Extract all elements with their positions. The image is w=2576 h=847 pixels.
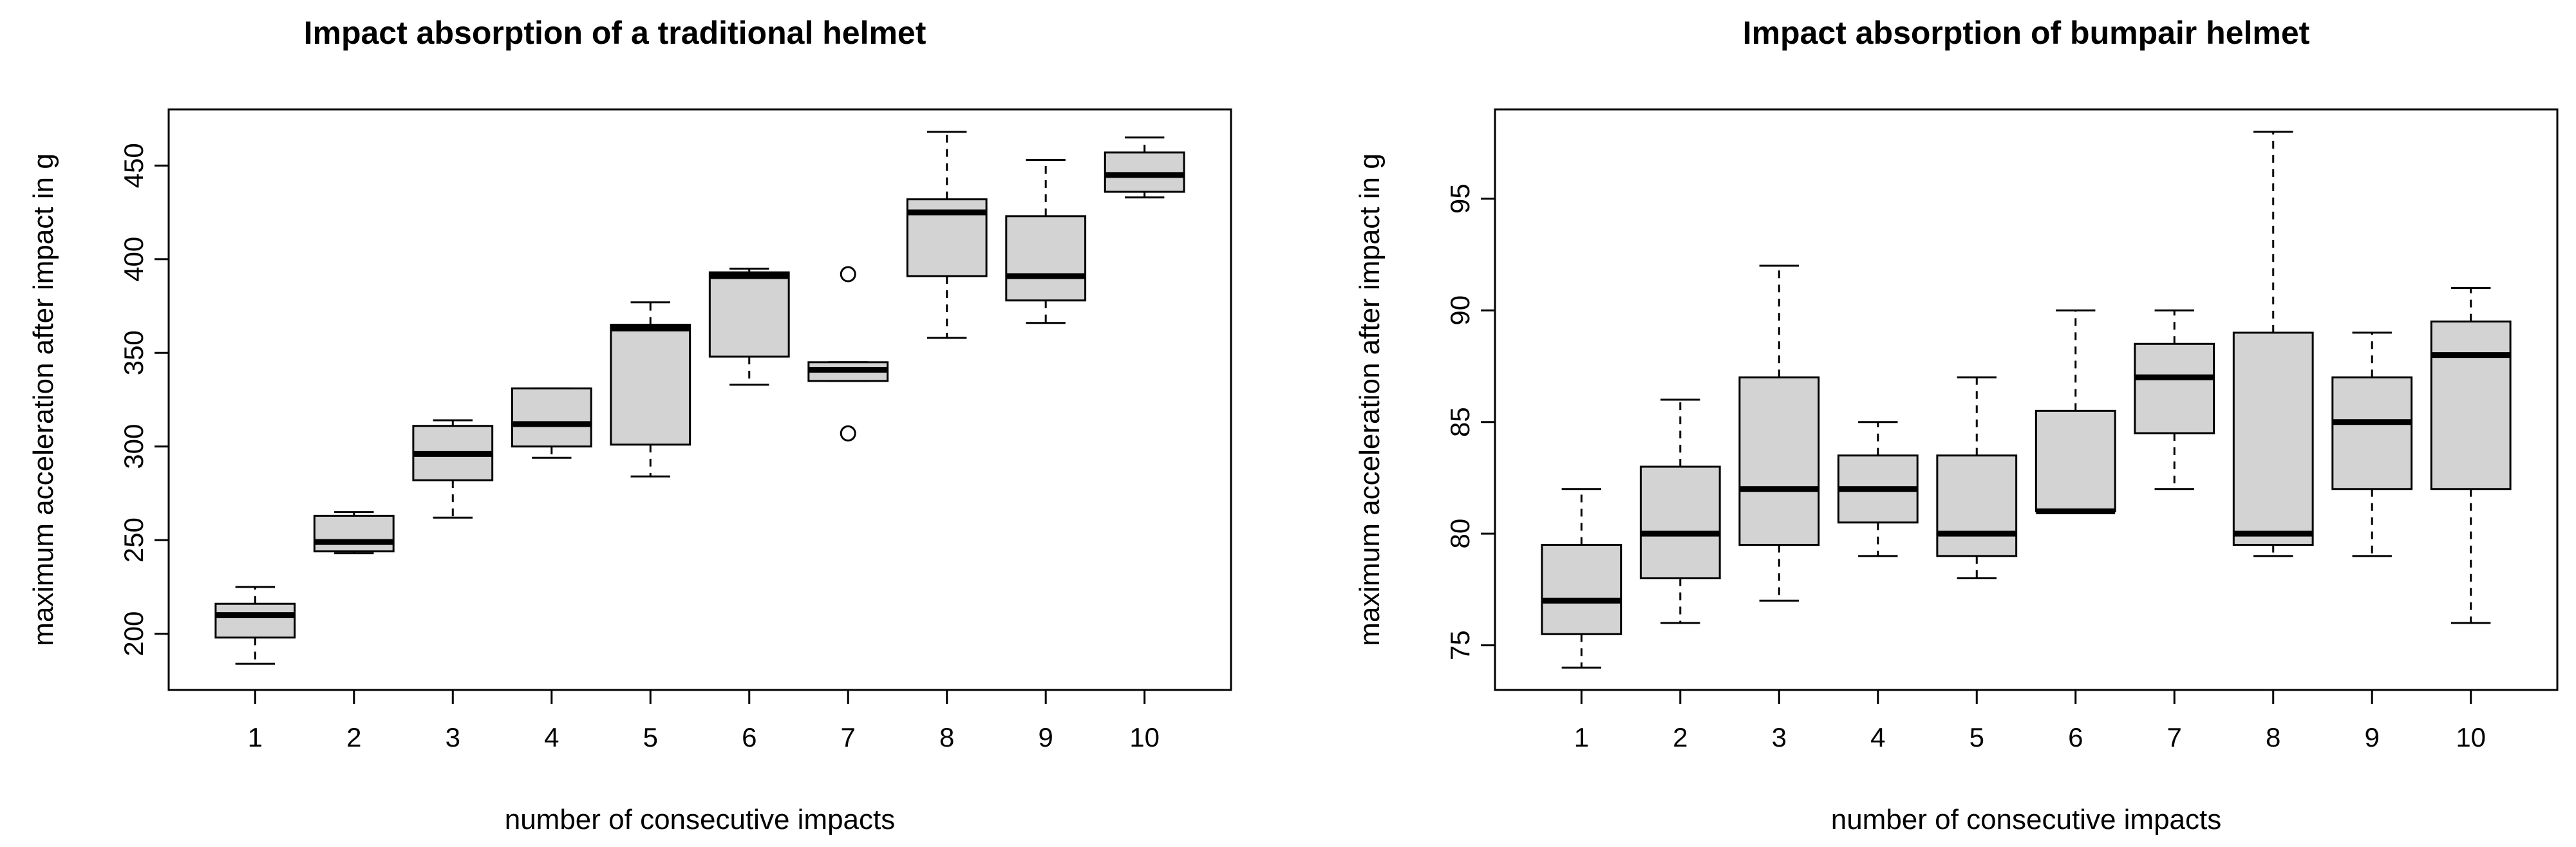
x-tick-label: 7: [841, 722, 856, 752]
x-tick-label: 9: [1039, 722, 1053, 752]
x-tick-label: 7: [2167, 722, 2182, 752]
box-3: [1738, 265, 1820, 602]
x-tick-label: 3: [1772, 722, 1787, 752]
x-axis-label: number of consecutive impacts: [1831, 804, 2222, 835]
box-7: [2134, 309, 2215, 490]
outlier-point: [840, 266, 856, 283]
iqr-box: [2430, 321, 2512, 490]
x-tick-label: 2: [1673, 722, 1688, 752]
box-4: [511, 387, 592, 459]
y-tick-label: 250: [118, 517, 149, 563]
x-tick-label: 3: [446, 722, 460, 752]
box-series: [214, 131, 1185, 665]
x-tick-label: 2: [346, 722, 361, 752]
x-tick-label: 5: [643, 722, 658, 752]
chart-traditional-helmet: Impact absorption of a traditional helme…: [28, 15, 1232, 835]
iqr-box: [313, 514, 395, 553]
box-2: [313, 511, 395, 555]
iqr-box: [1738, 376, 1820, 546]
iqr-box: [511, 387, 592, 448]
y-axis-label: maximum acceleration after impact in g: [1354, 153, 1386, 646]
x-axis: 1 2 3 4 5 6 7 8 9 10: [1574, 690, 2486, 752]
x-axis: 1 2 3 4 5 6 7 8 9 10: [248, 690, 1160, 752]
x-tick-label: 10: [1129, 722, 1160, 752]
box-6: [708, 267, 790, 386]
x-tick-label: 8: [2266, 722, 2280, 752]
box-9: [1005, 159, 1087, 324]
box-8: [906, 131, 988, 339]
y-tick-label: 85: [1445, 407, 1475, 437]
box-1: [214, 586, 296, 665]
y-tick-label: 95: [1445, 183, 1475, 214]
iqr-box: [2331, 376, 2413, 490]
y-tick-label: 300: [118, 424, 149, 469]
plot-frame: [167, 108, 1232, 691]
chart-bumpair-helmet: Impact absorption of bumpair helmet 7580…: [1354, 15, 2559, 835]
box-10: [1104, 136, 1185, 199]
x-tick-label: 6: [2068, 722, 2083, 752]
iqr-box: [610, 324, 691, 446]
x-axis-label: number of consecutive impacts: [505, 804, 896, 835]
box-6: [2035, 309, 2116, 514]
box-8: [2232, 131, 2314, 557]
x-tick-label: 6: [742, 722, 757, 752]
iqr-box: [708, 271, 790, 358]
box-4: [1837, 421, 1919, 557]
box-2: [1639, 398, 1721, 624]
y-tick-label: 400: [118, 237, 149, 282]
x-tick-label: 8: [939, 722, 954, 752]
y-axis: 200 250 300 350 400 450: [118, 143, 169, 656]
y-tick-label: 75: [1445, 630, 1475, 660]
x-tick-label: 4: [1870, 722, 1885, 752]
x-tick-label: 4: [544, 722, 559, 752]
iqr-box: [1639, 465, 1721, 580]
box-series: [1541, 131, 2512, 669]
iqr-box: [1005, 215, 1087, 302]
y-tick-label: 200: [118, 611, 149, 656]
x-tick-label: 9: [2365, 722, 2380, 752]
chart-title: Impact absorption of a traditional helme…: [304, 15, 926, 51]
box-9: [2331, 331, 2413, 557]
box-5: [610, 301, 691, 478]
y-axis-label: maximum acceleration after impact in g: [28, 153, 59, 646]
iqr-box: [2232, 331, 2314, 546]
x-tick-label: 1: [248, 722, 263, 752]
x-tick-label: 5: [1970, 722, 1984, 752]
iqr-box: [1936, 454, 2018, 557]
plot-frame: [1494, 108, 2559, 691]
chart-title: Impact absorption of bumpair helmet: [1743, 15, 2310, 51]
x-tick-label: 1: [1574, 722, 1589, 752]
iqr-box: [2035, 409, 2116, 512]
box-7: [807, 266, 889, 442]
box-1: [1541, 488, 1622, 669]
iqr-box: [214, 602, 296, 639]
box-10: [2430, 287, 2512, 624]
box-5: [1936, 376, 2018, 580]
x-tick-label: 10: [2456, 722, 2486, 752]
outlier-point: [840, 425, 856, 442]
y-axis: 75 80 85 90 95: [1445, 183, 1495, 660]
y-tick-label: 90: [1445, 295, 1475, 326]
iqr-box: [1541, 544, 1622, 635]
iqr-box: [2134, 342, 2215, 434]
y-tick-label: 450: [118, 143, 149, 188]
box-3: [412, 419, 494, 519]
y-tick-label: 80: [1445, 519, 1475, 549]
y-tick-label: 350: [118, 330, 149, 375]
